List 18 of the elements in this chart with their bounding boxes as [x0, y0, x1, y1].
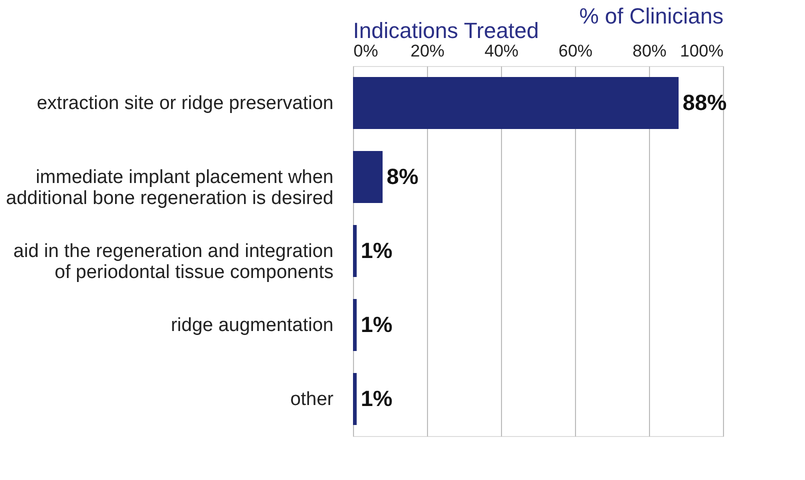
y-tick-label: aid in the regeneration and integration of periodontal tissue components [13, 241, 334, 283]
x-tick-label: 100% [680, 42, 724, 60]
x-tick-label: 0% [354, 42, 378, 60]
data-label: 88% [682, 90, 727, 115]
y-tick-label: immediate implant placement when additional bone regeneration is desired [6, 167, 334, 209]
data-label: 1% [360, 312, 392, 337]
data-label: 1% [360, 238, 392, 263]
x-tick-label: 80% [632, 42, 667, 60]
data-label: 8% [386, 164, 418, 189]
chart-title: Indications Treated [353, 18, 539, 43]
x-axis-title: % of Clinicians [579, 4, 724, 28]
x-tick-label: 40% [484, 42, 519, 60]
y-tick-label: extraction site or ridge preservation [36, 93, 334, 114]
x-tick-label: 60% [558, 42, 593, 60]
data-label: 1% [360, 386, 392, 411]
x-tick-label: 20% [410, 42, 445, 60]
y-tick-label: ridge augmentation [170, 315, 334, 336]
y-tick-label: other [290, 389, 334, 410]
